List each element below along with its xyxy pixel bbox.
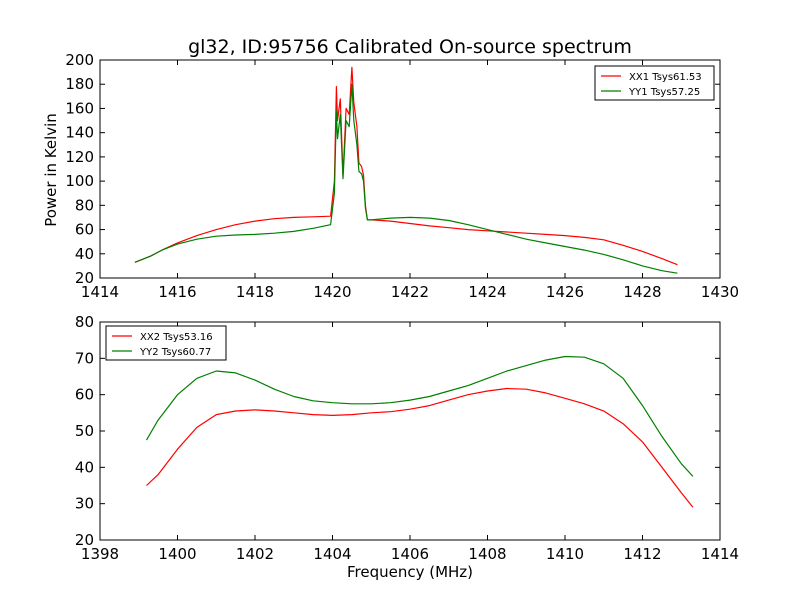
x-axis-label: Frequency (MHz)	[347, 563, 473, 581]
y-tick-label: 140	[65, 124, 94, 142]
y-tick-label: 20	[75, 269, 94, 287]
legend-entry-label: YY1 Tsys57.25	[628, 87, 700, 98]
y-tick-label: 100	[65, 172, 94, 190]
legend-entry-label: YY2 Tsys60.77	[139, 347, 211, 358]
legend: XX1 Tsys61.53 YY1 Tsys57.25	[594, 65, 715, 101]
x-tick-label: 1416	[158, 283, 196, 301]
legend-box	[105, 325, 227, 361]
y-tick-label: 200	[65, 51, 94, 69]
x-tick-label: 1430	[701, 283, 739, 301]
x-tick-label: 1402	[236, 545, 274, 563]
y-tick-label: 60	[75, 221, 94, 239]
top-panel: 1414 1416 1418 1420 1422 1424 1426 1428 1430 20 40…	[65, 51, 739, 301]
legend-entry-label: XX2 Tsys53.16	[140, 332, 213, 343]
x-tick-label: 1398	[81, 545, 119, 563]
y-tick-label: 70	[75, 349, 94, 367]
series-line-xx1	[134, 66, 678, 266]
legend-box	[594, 65, 715, 101]
y-tick-label: 20	[75, 531, 94, 549]
series-line-yy1	[134, 83, 678, 274]
bottom-panel: 1398 1400 1402 1404 1406 1408 1410 1412 1414 20 30…	[75, 313, 739, 563]
x-tick-label: 1420	[313, 283, 351, 301]
y-tick-label: 80	[75, 196, 94, 214]
legend: XX2 Tsys53.16 YY2 Tsys60.77	[105, 325, 227, 361]
y-tick-label: 180	[65, 75, 94, 93]
legend-entry-label: XX1 Tsys61.53	[629, 72, 702, 83]
y-tick-label: 40	[75, 245, 94, 263]
y-tick-label: 120	[65, 148, 94, 166]
x-tick-label: 1428	[623, 283, 661, 301]
y-tick-label: 160	[65, 99, 94, 117]
y-tick-label: 50	[75, 422, 94, 440]
x-tick-label: 1414	[81, 283, 119, 301]
x-tick-label: 1418	[236, 283, 274, 301]
x-tick-label: 1410	[546, 545, 584, 563]
y-tick-label: 30	[75, 495, 94, 513]
x-tick-label: 1412	[623, 545, 661, 563]
x-tick-label: 1404	[313, 545, 351, 563]
x-tick-label: 1406	[391, 545, 429, 563]
x-tick-label: 1426	[546, 283, 584, 301]
x-tick-label: 1414	[701, 545, 739, 563]
x-tick-label: 1424	[468, 283, 506, 301]
chart-title: gl32, ID:95756 Calibrated On-source spec…	[188, 36, 632, 58]
y-axis-label: Power in Kelvin	[42, 113, 60, 227]
y-tick-label: 60	[75, 386, 94, 404]
x-tick-label: 1400	[158, 545, 196, 563]
series-line-yy2	[145, 355, 694, 477]
x-tick-label: 1422	[391, 283, 429, 301]
x-tick-label: 1408	[468, 545, 506, 563]
y-tick-label: 40	[75, 458, 94, 476]
series-line-xx2	[146, 387, 694, 508]
y-tick-label: 80	[75, 313, 94, 331]
